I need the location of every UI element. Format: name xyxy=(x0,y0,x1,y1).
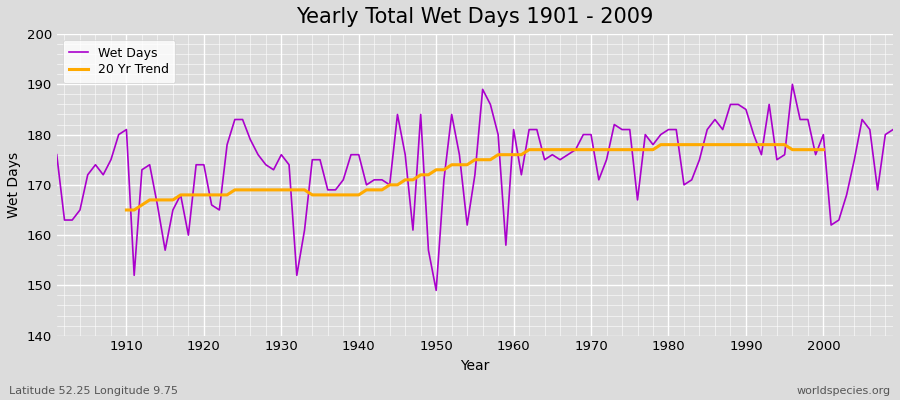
20 Yr Trend xyxy=(810,147,821,152)
20 Yr Trend xyxy=(655,142,666,147)
Wet Days xyxy=(609,122,620,127)
Wet Days xyxy=(284,162,294,167)
Wet Days xyxy=(431,288,442,293)
Wet Days xyxy=(51,152,62,157)
X-axis label: Year: Year xyxy=(460,359,490,373)
Wet Days xyxy=(516,172,526,177)
Wet Days xyxy=(887,127,898,132)
Line: Wet Days: Wet Days xyxy=(57,84,893,290)
Y-axis label: Wet Days: Wet Days xyxy=(7,152,21,218)
Text: worldspecies.org: worldspecies.org xyxy=(796,386,891,396)
20 Yr Trend xyxy=(284,188,294,192)
Wet Days xyxy=(787,82,797,87)
20 Yr Trend xyxy=(121,208,131,212)
Line: 20 Yr Trend: 20 Yr Trend xyxy=(126,145,824,210)
20 Yr Trend xyxy=(299,188,310,192)
20 Yr Trend xyxy=(803,147,814,152)
20 Yr Trend xyxy=(206,192,217,197)
Wet Days xyxy=(508,127,519,132)
Text: Latitude 52.25 Longitude 9.75: Latitude 52.25 Longitude 9.75 xyxy=(9,386,178,396)
20 Yr Trend xyxy=(717,142,728,147)
Wet Days xyxy=(330,188,341,192)
20 Yr Trend xyxy=(818,147,829,152)
Title: Yearly Total Wet Days 1901 - 2009: Yearly Total Wet Days 1901 - 2009 xyxy=(296,7,653,27)
Legend: Wet Days, 20 Yr Trend: Wet Days, 20 Yr Trend xyxy=(63,40,176,82)
Wet Days xyxy=(113,132,124,137)
